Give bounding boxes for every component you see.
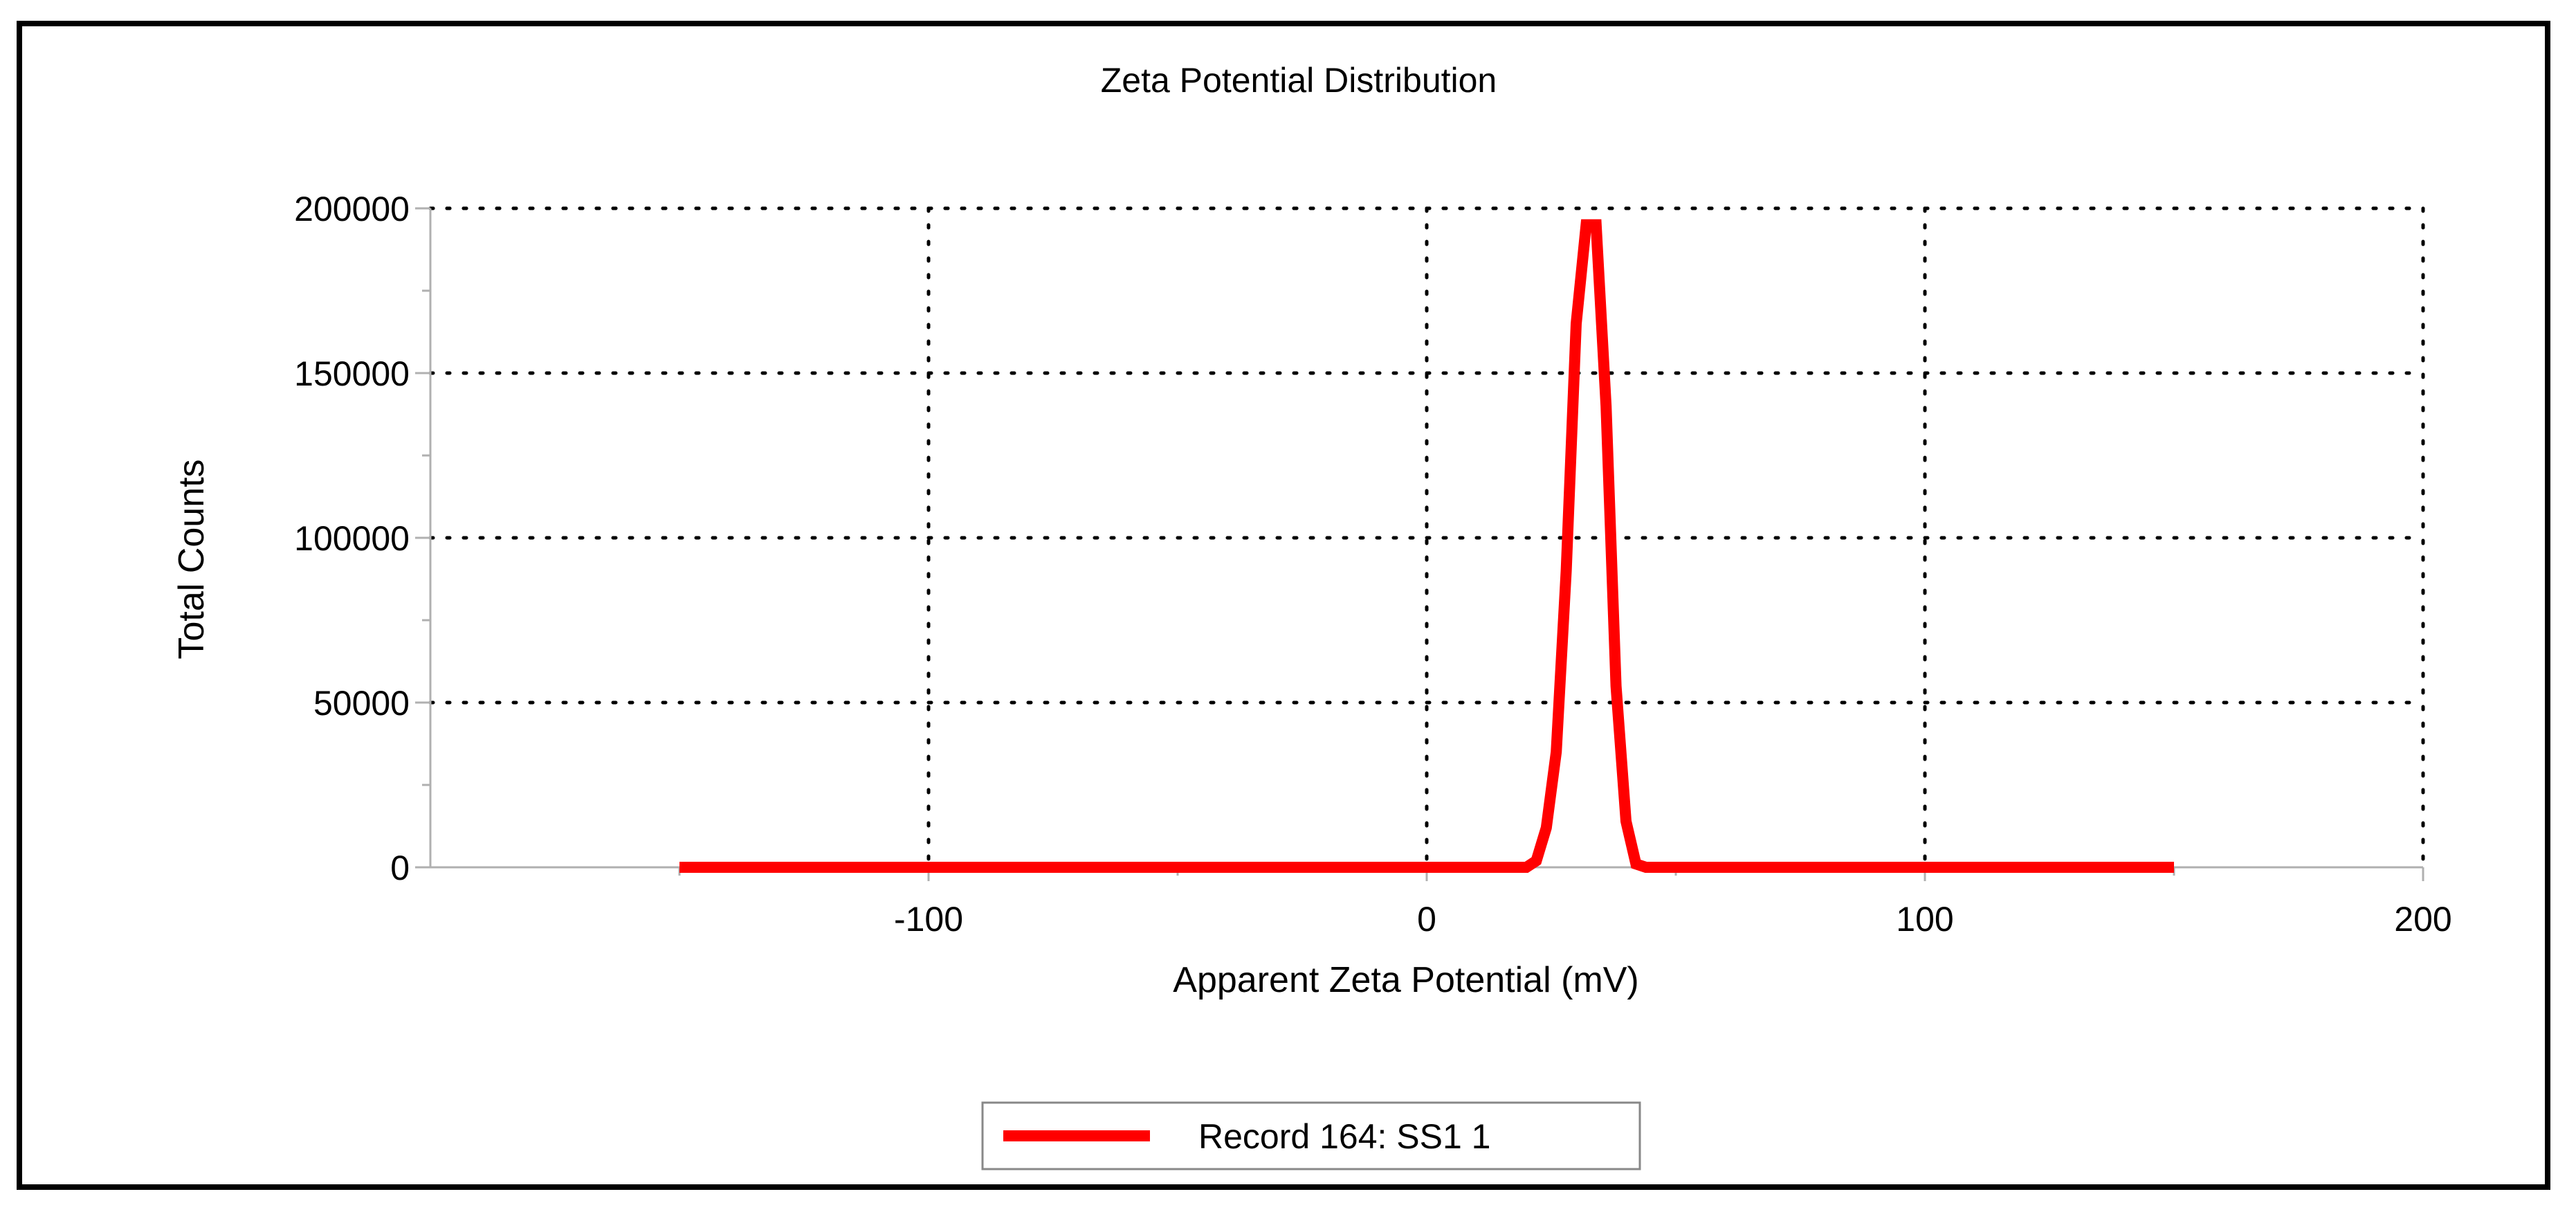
y-tick-label: 150000	[294, 354, 410, 393]
grid-layer	[428, 206, 2425, 869]
chart-title: Zeta Potential Distribution	[1101, 61, 1497, 100]
zeta-chart: Zeta Potential Distribution 0 50000 100000…	[172, 61, 2452, 1170]
tick-label-layer: 0 50000 100000 150000 200000 -100 0 100 200	[294, 190, 2452, 939]
legend-label: Record 164: SS1 1	[1198, 1117, 1491, 1156]
x-axis-label: Apparent Zeta Potential (mV)	[1173, 960, 1638, 1000]
y-tick-label: 100000	[294, 519, 410, 558]
y-tick-label: 0	[390, 849, 410, 887]
legend: Record 164: SS1 1	[981, 1101, 1641, 1170]
axis-layer	[415, 207, 2424, 881]
y-tick-label: 50000	[313, 684, 410, 723]
series-layer	[679, 219, 2174, 873]
x-tick-label: 100	[1896, 900, 1953, 939]
chart-frame: Zeta Potential Distribution 0 50000 100000…	[17, 21, 2550, 1190]
series-line	[679, 219, 2174, 873]
x-tick-label: 200	[2394, 900, 2451, 939]
x-tick-label: 0	[1417, 900, 1436, 939]
x-tick-label: -100	[894, 900, 963, 939]
y-tick-label: 200000	[294, 190, 410, 228]
y-axis-label: Total Counts	[172, 459, 212, 659]
